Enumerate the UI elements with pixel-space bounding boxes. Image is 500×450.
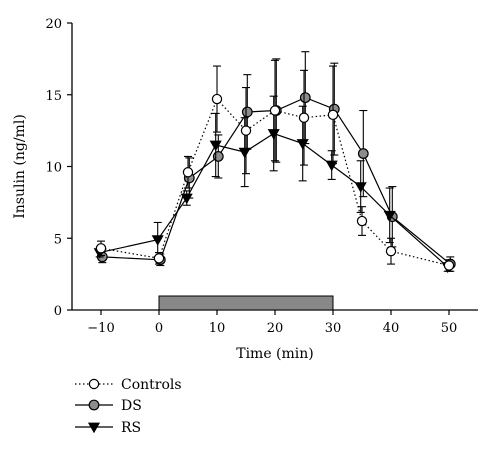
data-point-ds xyxy=(299,92,311,104)
x-axis-label: Time (min) xyxy=(236,346,314,362)
data-point-rs xyxy=(238,147,251,159)
data-point-ds xyxy=(241,106,253,118)
stimulus-period-bar xyxy=(158,295,334,311)
series-controls xyxy=(95,59,455,272)
data-point-rs xyxy=(296,139,309,150)
data-point-rs xyxy=(180,193,193,205)
legend-marker-controls xyxy=(88,378,100,390)
data-point-controls xyxy=(153,253,165,264)
legend-marker-rs xyxy=(87,422,101,434)
data-point-controls xyxy=(385,245,397,257)
x-tick-label: 10 xyxy=(209,321,226,336)
x-tick-label: 0 xyxy=(155,321,163,336)
y-tick-label: 15 xyxy=(45,89,62,104)
legend-label-controls: Controls xyxy=(121,377,182,393)
y-tick-label: 20 xyxy=(45,17,62,32)
x-tick-label: −10 xyxy=(87,321,114,336)
x-tick-label: 50 xyxy=(441,321,458,336)
legend-marker-ds xyxy=(88,399,100,411)
data-point-rs xyxy=(209,140,222,152)
data-point-rs xyxy=(354,182,367,193)
series-ds xyxy=(96,51,456,272)
data-point-controls xyxy=(95,243,107,254)
data-point-controls xyxy=(240,125,252,136)
x-tick-label: 40 xyxy=(383,321,400,336)
data-point-controls xyxy=(327,109,339,121)
legend-label-ds: DS xyxy=(121,398,142,414)
data-point-controls xyxy=(182,167,194,178)
data-point-controls xyxy=(356,215,368,227)
y-tick-label: 5 xyxy=(54,232,62,247)
data-point-controls xyxy=(443,260,455,271)
data-point-rs xyxy=(151,235,164,246)
data-point-rs xyxy=(383,210,396,222)
y-tick-label: 10 xyxy=(45,161,62,176)
legend-label-rs: RS xyxy=(121,420,141,436)
series-layer xyxy=(93,51,456,274)
data-point-controls xyxy=(298,112,310,123)
legend: Controls DS RS xyxy=(75,377,182,436)
data-point-ds xyxy=(357,148,369,159)
data-point-rs xyxy=(267,129,280,140)
y-tick-label: 0 xyxy=(54,304,62,319)
data-point-controls xyxy=(269,105,281,116)
y-ticks: 0 5 10 15 20 xyxy=(45,17,72,319)
data-point-ds xyxy=(212,151,224,162)
x-ticks: −10 0 10 20 30 40 50 xyxy=(87,310,457,336)
x-tick-label: 30 xyxy=(325,321,342,336)
x-tick-label: 20 xyxy=(267,321,284,336)
data-point-rs xyxy=(325,160,338,172)
y-axis-label: Insulin (ng/ml) xyxy=(12,114,28,219)
series-rs xyxy=(93,95,454,274)
data-point-controls xyxy=(211,93,223,105)
